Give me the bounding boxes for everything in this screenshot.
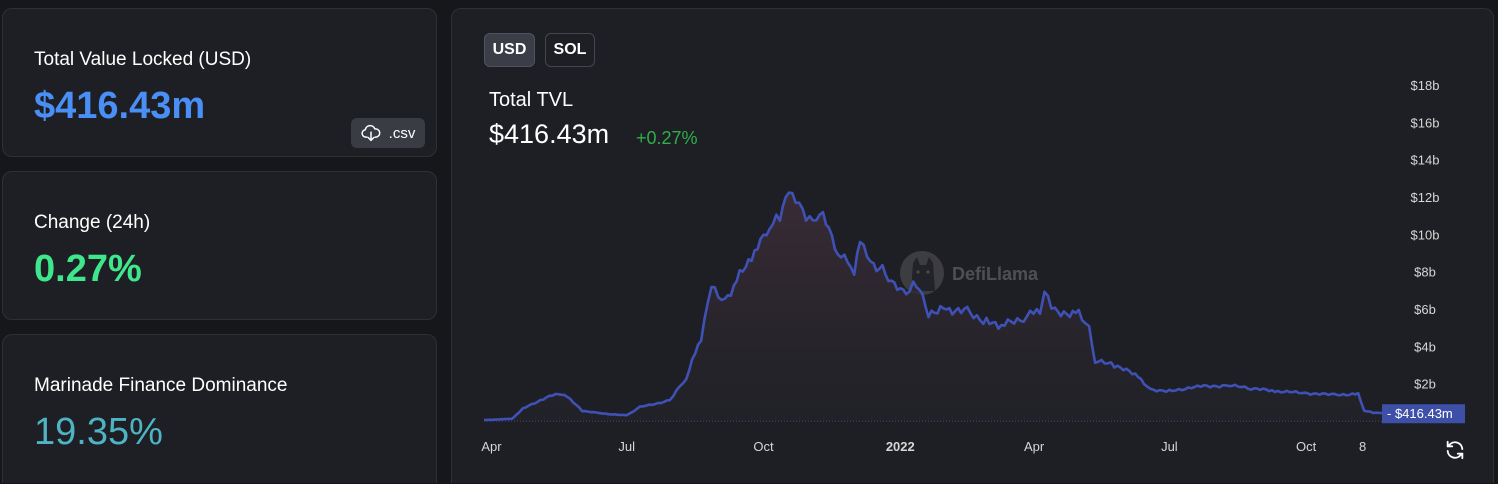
change-card-value: 0.27%: [34, 248, 142, 290]
y-tick-label: $18b: [1411, 78, 1440, 93]
refresh-icon[interactable]: [1444, 439, 1466, 461]
x-tick-label: Apr: [1024, 439, 1045, 454]
tvl-series-line: [483, 191, 1383, 422]
chart-title: Total TVL: [489, 89, 574, 111]
chart-panel: USD SOL Total TVL $416.43m +0.27% DefiLl…: [451, 8, 1494, 483]
y-tick-label: $14b: [1411, 153, 1440, 168]
x-tick-label: Oct: [753, 439, 774, 454]
price-tag-label: - $416.43m: [1387, 406, 1453, 421]
chart-current-value: $416.43m: [489, 119, 610, 149]
cloud-download-icon: [361, 124, 381, 142]
x-tick-label: Jul: [618, 439, 635, 454]
x-tick-label: 8: [1359, 439, 1366, 454]
y-axis: $2b $4b $6b $8b $10b $12b $14b $16b $18b: [1411, 78, 1440, 392]
x-axis: Apr Jul Oct 2022 Apr Jul Oct 8: [481, 439, 1366, 454]
usd-toggle-button[interactable]: USD: [484, 33, 535, 67]
price-tag-background: [1382, 404, 1465, 424]
current-price-tag: - $416.43m: [1382, 404, 1465, 424]
chart-change-value: +0.27%: [636, 128, 698, 148]
defillama-watermark: DefiLlama: [900, 251, 1039, 295]
tvl-area: [484, 192, 1382, 421]
change-card-label: Change (24h): [34, 212, 151, 233]
x-tick-label: Jul: [1161, 439, 1178, 454]
y-tick-label: $10b: [1411, 227, 1440, 242]
x-tick-label: 2022: [886, 439, 915, 454]
tvl-card-value: $416.43m: [34, 85, 206, 127]
y-tick-label: $2b: [1414, 377, 1436, 392]
sol-toggle-button[interactable]: SOL: [545, 33, 595, 67]
x-tick-label: Apr: [481, 439, 502, 454]
csv-label: .csv: [388, 124, 416, 142]
tvl-card-label: Total Value Locked (USD): [34, 49, 252, 70]
tvl-card: Total Value Locked (USD) $416.43m .csv: [2, 8, 437, 157]
y-tick-label: $12b: [1411, 190, 1440, 205]
change-card: Change (24h) 0.27%: [2, 171, 437, 320]
x-tick-label: Oct: [1296, 439, 1317, 454]
y-tick-label: $16b: [1411, 115, 1440, 130]
llama-logo-icon: [900, 251, 944, 295]
download-csv-button[interactable]: .csv: [351, 118, 425, 148]
tvl-area-chart[interactable]: DefiLlama $2b $4b $6b $8b $10b $12b $14b $16b $1…: [452, 9, 1495, 484]
y-tick-label: $6b: [1414, 302, 1436, 317]
y-tick-label: $8b: [1414, 265, 1436, 280]
watermark-text: DefiLlama: [952, 264, 1039, 284]
dominance-card-label: Marinade Finance Dominance: [34, 375, 288, 396]
y-tick-label: $4b: [1414, 339, 1436, 354]
dominance-card: Marinade Finance Dominance 19.35%: [2, 334, 437, 483]
dominance-card-value: 19.35%: [34, 411, 163, 453]
